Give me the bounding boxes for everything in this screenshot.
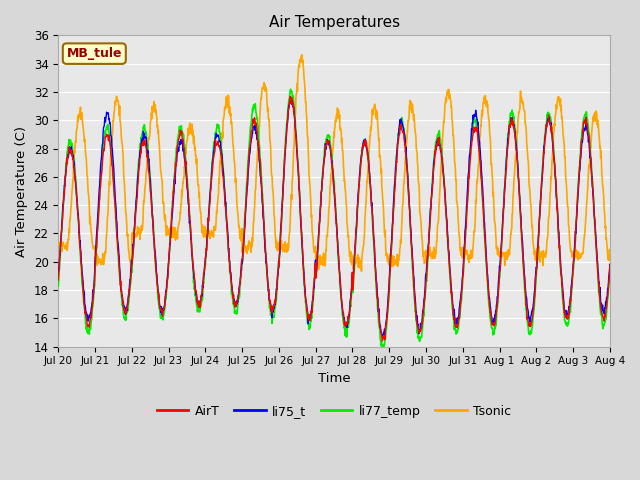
Line: Tsonic: Tsonic xyxy=(58,55,610,271)
AirT xyxy=(606,262,614,267)
Line: AirT: AirT xyxy=(58,96,610,341)
li75_t xyxy=(420,295,428,301)
li77_temp xyxy=(493,317,500,323)
Tsonic xyxy=(177,201,185,207)
li75_t xyxy=(493,302,500,308)
Tsonic xyxy=(541,252,549,257)
Tsonic xyxy=(606,250,614,256)
X-axis label: Time: Time xyxy=(318,372,350,385)
Tsonic xyxy=(420,261,428,266)
Tsonic xyxy=(239,244,246,250)
li75_t xyxy=(239,256,246,262)
Tsonic xyxy=(164,229,172,235)
li77_temp xyxy=(177,129,185,135)
Y-axis label: Air Temperature (C): Air Temperature (C) xyxy=(15,126,28,256)
li75_t xyxy=(164,274,172,279)
AirT xyxy=(286,94,294,99)
AirT xyxy=(493,309,500,314)
Legend: AirT, li75_t, li77_temp, Tsonic: AirT, li75_t, li77_temp, Tsonic xyxy=(152,400,516,423)
li77_temp xyxy=(606,263,614,269)
li77_temp xyxy=(239,257,246,263)
Title: Air Temperatures: Air Temperatures xyxy=(269,15,399,30)
li75_t xyxy=(54,272,62,277)
li77_temp xyxy=(54,283,62,289)
Tsonic xyxy=(493,246,500,252)
Line: li75_t: li75_t xyxy=(58,98,610,336)
Tsonic xyxy=(54,240,62,246)
li77_temp xyxy=(420,300,428,306)
li75_t xyxy=(541,134,549,140)
li75_t xyxy=(606,262,614,267)
AirT xyxy=(177,132,185,138)
Text: MB_tule: MB_tule xyxy=(67,47,122,60)
AirT xyxy=(541,134,549,140)
AirT xyxy=(378,338,386,344)
AirT xyxy=(164,276,172,282)
li75_t xyxy=(177,137,185,143)
li75_t xyxy=(287,96,295,101)
Tsonic xyxy=(358,268,365,274)
li77_temp xyxy=(380,347,387,353)
AirT xyxy=(239,252,246,258)
AirT xyxy=(420,297,428,303)
li75_t xyxy=(378,333,386,338)
AirT xyxy=(54,277,62,283)
li77_temp xyxy=(287,86,294,92)
Line: li77_temp: li77_temp xyxy=(58,89,610,350)
Tsonic xyxy=(298,52,305,58)
li77_temp xyxy=(541,133,549,139)
li77_temp xyxy=(164,276,172,282)
